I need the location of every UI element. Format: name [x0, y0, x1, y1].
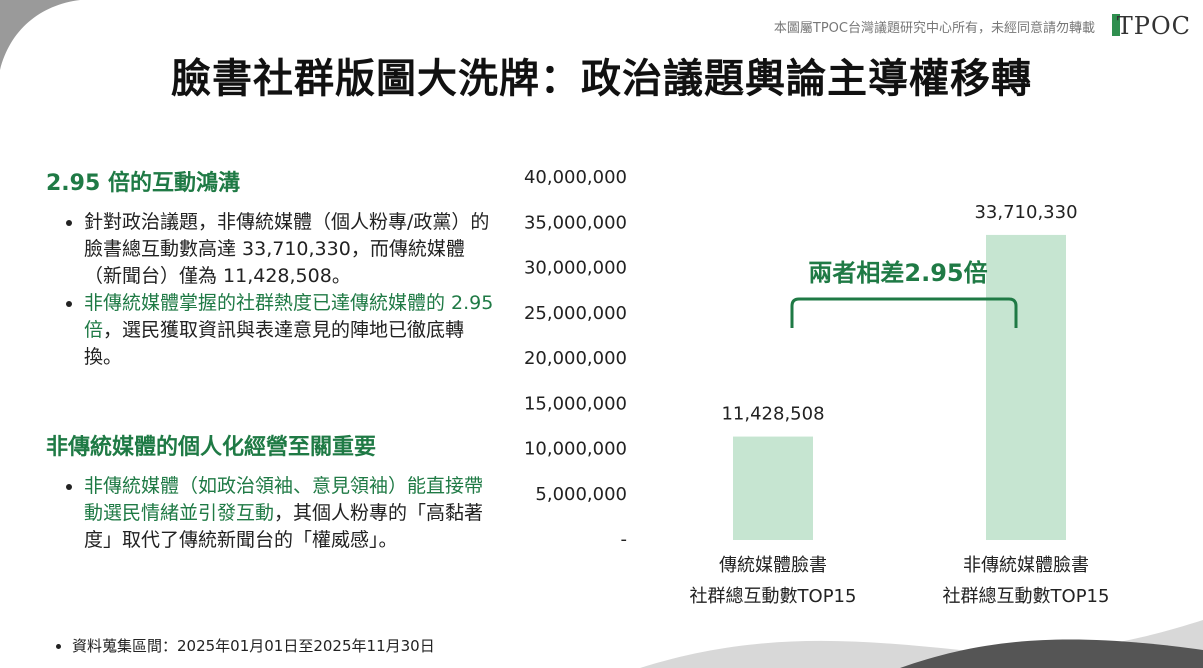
y-tick-label: 10,000,000: [524, 439, 627, 460]
y-tick-label: 35,000,000: [524, 212, 627, 233]
y-tick-label: 40,000,000: [524, 167, 627, 188]
bullet-list: 針對政治議題，非傳統媒體（個人粉專/政黨）的臉書總互動數高達 33,710,33…: [46, 209, 501, 371]
bar: [986, 234, 1066, 540]
corner-swoosh: [0, 0, 80, 70]
section-heading: 2.95 倍的互動鴻溝: [46, 171, 240, 196]
bullet-text: 非傳統媒體掌握的社群熱度已達傳統媒體的 2.95 倍: [84, 292, 494, 341]
y-tick-label: 15,000,000: [524, 393, 627, 414]
footnote-text: 資料蒐集區間：2025年01月01日至2025年11月30日: [72, 636, 435, 656]
wave-dark: [900, 639, 1203, 668]
text-panel: 2.95 倍的互動鴻溝針對政治議題，非傳統媒體（個人粉專/政黨）的臉書總互動數高…: [46, 165, 501, 612]
bullet: 非傳統媒體掌握的社群熱度已達傳統媒體的 2.95 倍，選民獲取資訊與表達意見的陣…: [84, 290, 501, 371]
bracket: [790, 297, 1018, 328]
bullet-list: 非傳統媒體（如政治領袖、意見領袖）能直接帶動選民情緒並引發互動，其個人粉專的「高…: [46, 473, 501, 554]
x-tick-label: 非傳統媒體臉書 社群總互動數TOP15: [942, 555, 1110, 607]
bar: [733, 436, 813, 540]
section: 2.95 倍的互動鴻溝針對政治議題，非傳統媒體（個人粉專/政黨）的臉書總互動數高…: [46, 165, 501, 371]
bullet: 非傳統媒體（如政治領袖、意見領袖）能直接帶動選民情緒並引發互動，其個人粉專的「高…: [84, 473, 501, 554]
footnote: 資料蒐集區間：2025年01月01日至2025年11月30日: [46, 636, 435, 656]
y-tick-label: 30,000,000: [524, 258, 627, 279]
bullet-text: ，其個人粉專的「高黏著度」取代了傳統新聞台的「權威感」。: [84, 502, 484, 551]
slide-title: 臉書社群版圖大洗牌：政治議題輿論主導權移轉: [171, 56, 1032, 102]
bullet-text: 非傳統媒體（如政治領袖、意見領袖）能直接帶動選民情緒並引發互動: [84, 475, 484, 524]
y-tick-label: 20,000,000: [524, 348, 627, 369]
bullet: 針對政治議題，非傳統媒體（個人粉專/政黨）的臉書總互動數高達 33,710,33…: [84, 209, 501, 290]
bullet-text: ，選民獲取資訊與表達意見的陣地已徹底轉換。: [84, 319, 465, 368]
y-tick-label: 25,000,000: [524, 303, 627, 324]
section-heading: 非傳統媒體的個人化經營至關重要: [46, 435, 377, 460]
y-tick-label: -: [621, 529, 628, 550]
logo-mark: [1112, 14, 1120, 36]
y-tick-label: 5,000,000: [535, 484, 627, 505]
bullet-text: 針對政治議題，非傳統媒體（個人粉專/政黨）的臉書總互動數高達 33,710,33…: [84, 211, 490, 287]
annotation: 兩者相差2.95倍: [808, 259, 987, 287]
value-label: 11,428,508: [721, 404, 824, 425]
section: 非傳統媒體的個人化經營至關重要非傳統媒體（如政治領袖、意見領袖）能直接帶動選民情…: [46, 429, 501, 554]
copyright: 本圖屬TPOC台灣議題研究中心所有，未經同意請勿轉載: [773, 21, 1095, 36]
value-label: 33,710,330: [974, 202, 1077, 223]
logo: TPOC: [1116, 12, 1191, 40]
x-tick-label: 傳統媒體臉書 社群總互動數TOP15: [689, 555, 857, 607]
